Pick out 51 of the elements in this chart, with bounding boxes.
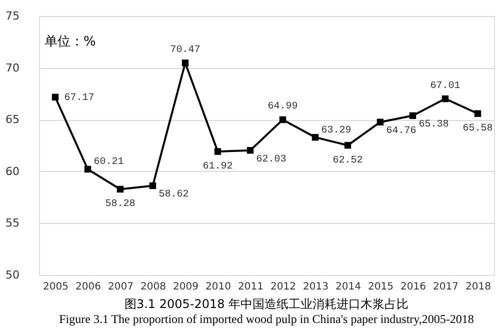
y-tick-label: 75 [6,10,20,22]
point [312,134,319,141]
x-tick-label: 2013 [303,282,328,292]
point [409,112,416,120]
data-label: 63.29 [321,125,352,136]
x-tick-label: 2015 [368,282,394,292]
data-label: 67.17 [64,93,94,104]
point [182,60,189,66]
x-tick-label: 2010 [206,282,231,292]
x-tick-label: 2018 [466,282,491,292]
data-label: 64.76 [386,126,416,138]
point [442,95,449,102]
data-label: 65.58 [462,124,493,135]
x-tick-label: 2011 [238,282,264,292]
data-label: 70.47 [170,44,200,56]
data-label: 60.21 [94,157,124,168]
x-tick-label: 2017 [433,282,458,292]
y-tick-label: 55 [6,216,20,230]
x-tick-label: 2005 [43,282,68,292]
data-label: 67.01 [430,80,460,92]
data-label: 64.99 [268,102,298,113]
point [376,118,384,126]
y-tick-label: 60 [6,164,20,178]
data-label: 61.92 [202,162,233,173]
point [116,186,124,193]
text: Figure 3.1 The proportion of imported wood pulp in China's paper industry,2005-2018 [59,312,474,326]
data-label: 58.62 [158,190,189,201]
y-tick-label: 65 [6,113,20,126]
point [246,147,254,154]
y-tick-label: 70 [6,61,20,74]
x-tick-label: 2008 [140,282,166,292]
data-label: 58.28 [105,199,136,210]
point [52,94,59,100]
x-tick-label: 2012 [270,282,296,292]
data-label: 62.03 [256,154,286,166]
x-tick-label: 2007 [108,282,134,292]
point [84,166,92,173]
data-label: 65.38 [418,120,449,131]
x-tick-label: 2014 [336,282,361,292]
point [279,116,286,124]
point [344,142,352,149]
point [214,148,222,155]
x-tick-label: 2016 [400,282,426,292]
x-tick-label: 2006 [76,282,101,292]
y-axis-title: 单位：% [44,34,96,50]
data-label: 62.52 [332,155,363,166]
point [474,110,482,117]
text: 图3.1 2005-2018 年中国造纸工业消耗进口木浆占比 [124,297,409,311]
y-tick-label: 50 [6,268,20,282]
point [149,182,156,190]
x-tick-label: 2009 [173,282,198,292]
